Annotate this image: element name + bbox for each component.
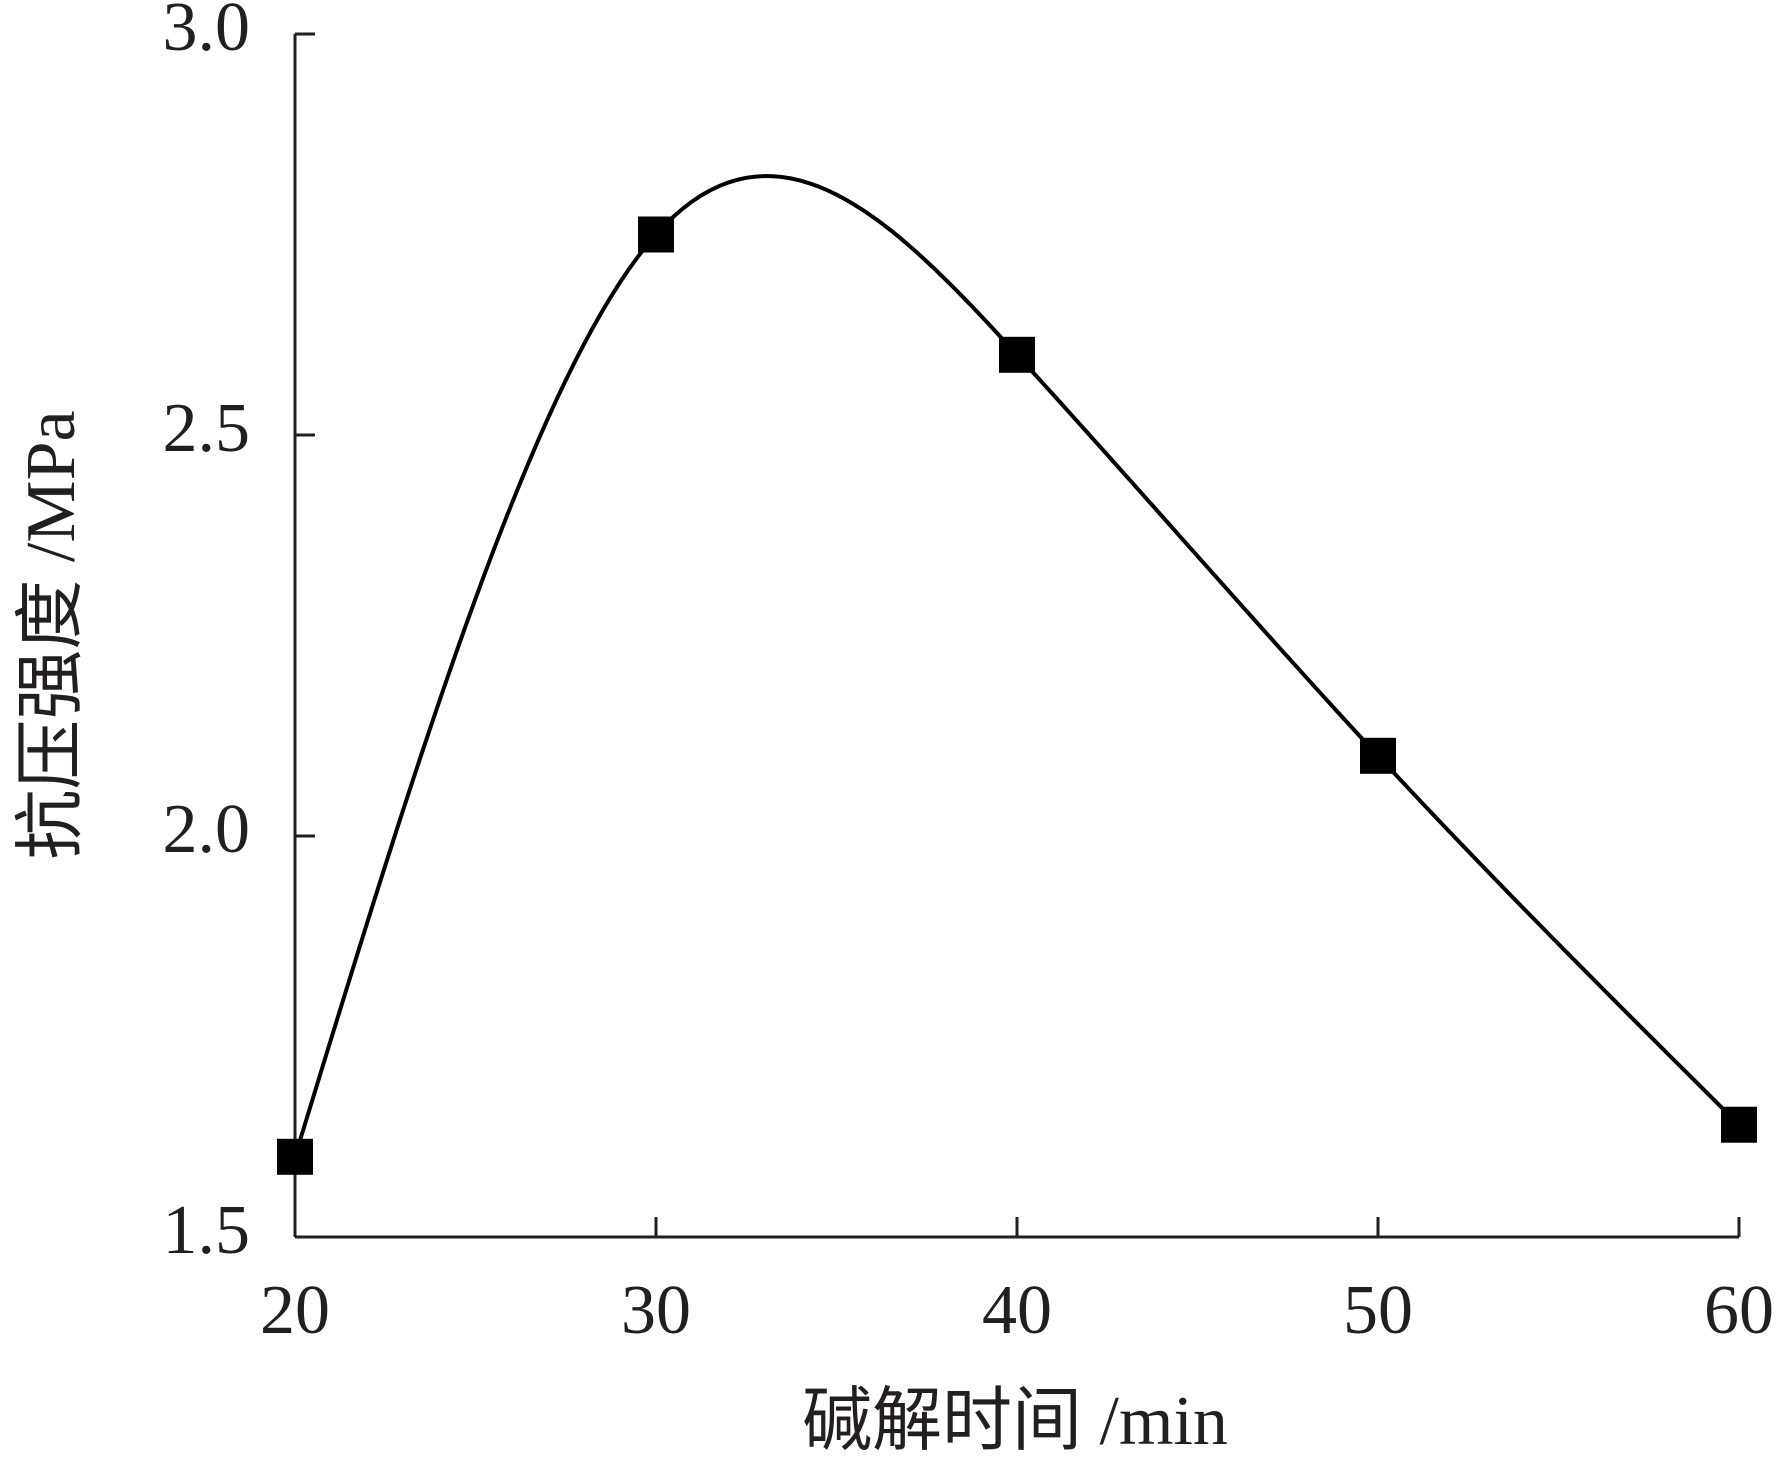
y-tick-label: 1.5 xyxy=(163,1192,251,1269)
x-tick-label: 40 xyxy=(982,1272,1052,1349)
data-line xyxy=(293,174,1741,1158)
x-tick-label: 20 xyxy=(260,1272,330,1349)
x-tick-label: 30 xyxy=(621,1272,691,1349)
y-tick-label: 2.0 xyxy=(163,791,251,868)
x-tick-label: 60 xyxy=(1704,1272,1774,1349)
data-point xyxy=(1721,1106,1757,1143)
x-axis-label: 碱解时间 /min xyxy=(802,1383,1228,1460)
y-tick-label: 2.5 xyxy=(163,390,251,467)
data-point xyxy=(1360,737,1396,774)
y-tick-label: 3.0 xyxy=(163,0,251,66)
x-tick-label: 50 xyxy=(1343,1272,1413,1349)
data-point xyxy=(277,1138,313,1175)
data-point xyxy=(999,336,1035,373)
data-point xyxy=(638,216,674,253)
y-axis-label: 抗压强度 /MPa xyxy=(13,410,90,859)
